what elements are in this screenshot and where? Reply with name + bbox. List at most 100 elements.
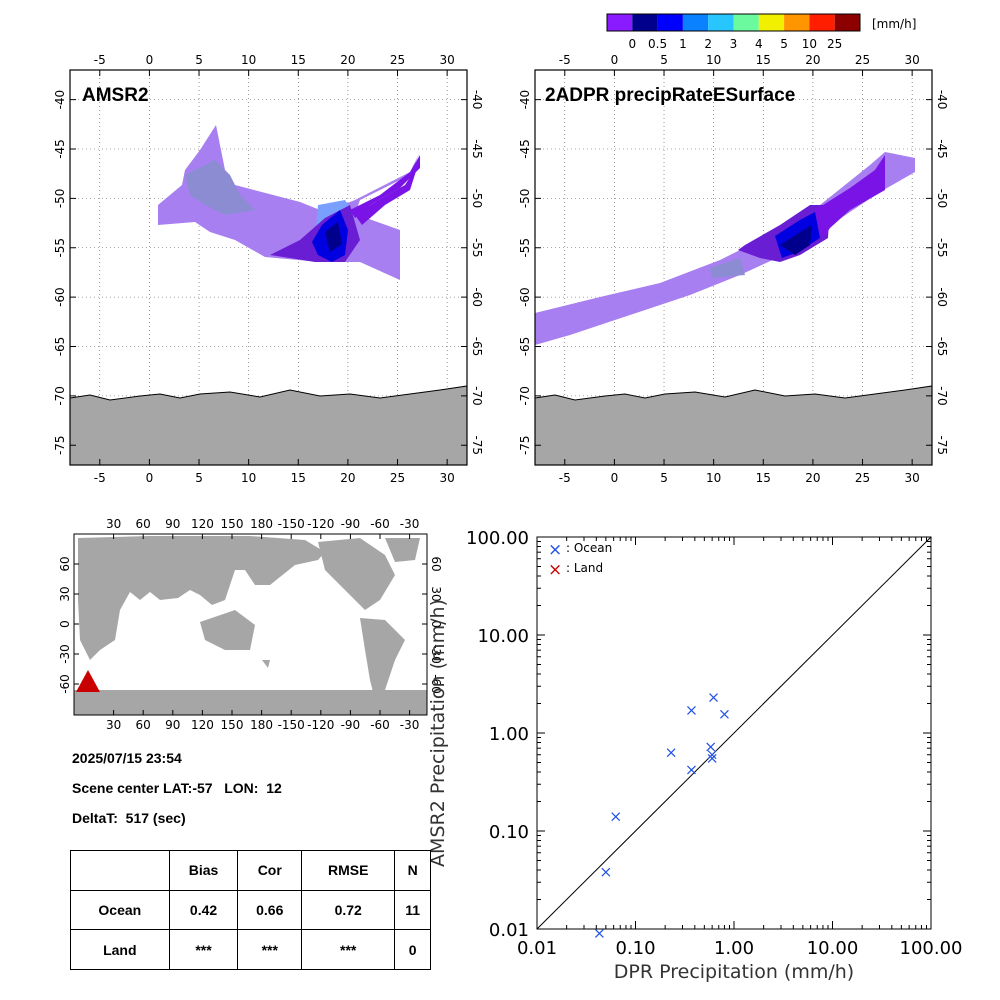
x-tick-label: 10.00 <box>807 938 859 959</box>
lat-tick-label: -60 <box>518 287 532 307</box>
lat-tick-label: -55 <box>935 238 949 258</box>
colorbar-tick-label: 2 <box>704 37 712 51</box>
world-lon-tick-label: -90 <box>341 517 361 531</box>
x-tick-label: 0.10 <box>615 938 655 959</box>
stats-cell: 0 <box>394 929 431 970</box>
lat-tick-label: -55 <box>53 238 67 258</box>
lon-tick-label: 20 <box>805 53 820 67</box>
world-lon-tick-label: 90 <box>165 718 180 732</box>
world-map-axes: 303060609090120120150150180180-150-150-1… <box>58 517 443 732</box>
data-point <box>687 705 696 715</box>
world-lon-tick-label: -90 <box>341 718 361 732</box>
lon-tick-label: -5 <box>94 471 106 485</box>
y-tick-label: 1.00 <box>489 724 529 745</box>
colorbar: 0 0.5 1 2 3 4 5 10 25 <box>606 13 861 51</box>
lon-tick-label: 15 <box>291 471 306 485</box>
colorbar-unit: [mm/h] <box>872 17 916 31</box>
lat-tick-label: -45 <box>935 139 949 159</box>
stats-cell: *** <box>168 929 239 970</box>
data-point <box>707 754 717 763</box>
data-point <box>707 750 717 760</box>
map-title-amsr2: AMSR2 <box>82 85 149 106</box>
stats-cell: 0.72 <box>301 889 396 931</box>
lon-tick-label: 20 <box>805 471 820 485</box>
lat-tick-label: -65 <box>470 337 484 357</box>
lat-tick-label: -45 <box>518 139 532 159</box>
lon-tick-label: 15 <box>756 471 771 485</box>
lon-tick-label: 10 <box>706 53 721 67</box>
x-tick-label: 0.01 <box>517 938 557 959</box>
lat-tick-label: -75 <box>518 435 532 455</box>
scene-location-marker <box>76 670 100 692</box>
world-lon-tick-label: -150 <box>278 718 305 732</box>
world-lat-tick-label: 30 <box>429 586 443 601</box>
data-point <box>706 742 716 752</box>
dpr-rain-swath <box>535 152 915 345</box>
world-lat-tick-label: -30 <box>58 644 72 664</box>
world-lon-tick-label: -60 <box>370 517 390 531</box>
stats-cell: *** <box>237 929 303 970</box>
lon-tick-label: 30 <box>440 471 455 485</box>
stats-header-cell: Cor <box>237 850 303 891</box>
one-to-one-line <box>536 536 932 930</box>
stats-cell: Ocean <box>70 889 170 931</box>
world-lon-tick-label: 120 <box>191 517 214 531</box>
y-tick-label: 100.00 <box>466 528 529 549</box>
lon-tick-label: 5 <box>195 471 203 485</box>
lat-tick-label: -40 <box>470 90 484 110</box>
stats-cell: Land <box>70 929 170 970</box>
lat-tick-label: -60 <box>470 287 484 307</box>
colorbar-tick-label: 25 <box>827 37 842 51</box>
data-point <box>594 929 604 938</box>
x-tick-label: 1.00 <box>714 938 754 959</box>
stats-header-cell <box>70 850 170 891</box>
legend: × : Ocean × : Land <box>548 540 612 580</box>
world-lon-tick-label: 60 <box>136 517 151 531</box>
world-lon-tick-label: -120 <box>307 517 334 531</box>
world-lon-tick-label: 30 <box>106 517 121 531</box>
lon-tick-label: -5 <box>559 53 571 67</box>
colorbar-swatch <box>733 14 759 31</box>
lon-tick-label: 25 <box>855 53 870 67</box>
colorbar-tick-label: 10 <box>802 37 817 51</box>
world-lat-tick-label: 0 <box>58 620 72 628</box>
amsr2-rain-swath <box>158 125 420 280</box>
lat-tick-label: -55 <box>470 238 484 258</box>
world-lon-tick-label: 60 <box>136 718 151 732</box>
stats-header-cell: Bias <box>168 850 239 891</box>
lat-tick-label: -70 <box>470 386 484 406</box>
stats-table: Bias Cor RMSE N Ocean 0.42 0.66 0.72 11 … <box>70 850 431 970</box>
lat-tick-label: -50 <box>53 189 67 209</box>
world-locator-map: 303060609090120120150150180180-150-150-1… <box>58 517 443 732</box>
lon-tick-label: 15 <box>756 53 771 67</box>
legend-land-label: : Land <box>566 561 603 575</box>
colorbar-tick-label: 4 <box>755 37 763 51</box>
legend-land-marker: × <box>548 560 562 580</box>
colorbar-tick-label: 3 <box>730 37 738 51</box>
amsr2-antarctica <box>69 385 468 466</box>
world-land <box>74 536 427 715</box>
lon-tick-label: 30 <box>440 53 455 67</box>
scene-center: Scene center LAT:-57 LON: 12 <box>72 780 282 796</box>
lat-tick-label: -45 <box>53 139 67 159</box>
lat-tick-label: -60 <box>53 287 67 307</box>
colorbar-swatch <box>708 14 734 31</box>
scatter-axes: 0.010.01 0.10 0.10 1.00 1.00 10.00 10.00 100.00… <box>466 528 962 959</box>
colorbar-tick-label: 5 <box>780 37 788 51</box>
scene-datetime: 2025/07/15 23:54 <box>72 750 182 766</box>
lon-tick-label: 25 <box>390 53 405 67</box>
world-lon-tick-label: 180 <box>250 718 273 732</box>
lat-tick-label: -70 <box>935 386 949 406</box>
lon-tick-label: 20 <box>340 471 355 485</box>
stats-cell: 0.42 <box>168 889 239 931</box>
colorbar-swatch <box>784 14 810 31</box>
lat-tick-label: -75 <box>935 435 949 455</box>
legend-ocean-label: : Ocean <box>566 541 612 555</box>
world-lat-tick-label: -30 <box>429 644 443 664</box>
stats-header-cell: N <box>394 850 431 891</box>
y-tick-label: 0.10 <box>489 822 529 843</box>
stats-cell: 0.66 <box>237 889 303 931</box>
world-lon-tick-label: 90 <box>165 517 180 531</box>
lon-tick-label: 10 <box>241 471 256 485</box>
